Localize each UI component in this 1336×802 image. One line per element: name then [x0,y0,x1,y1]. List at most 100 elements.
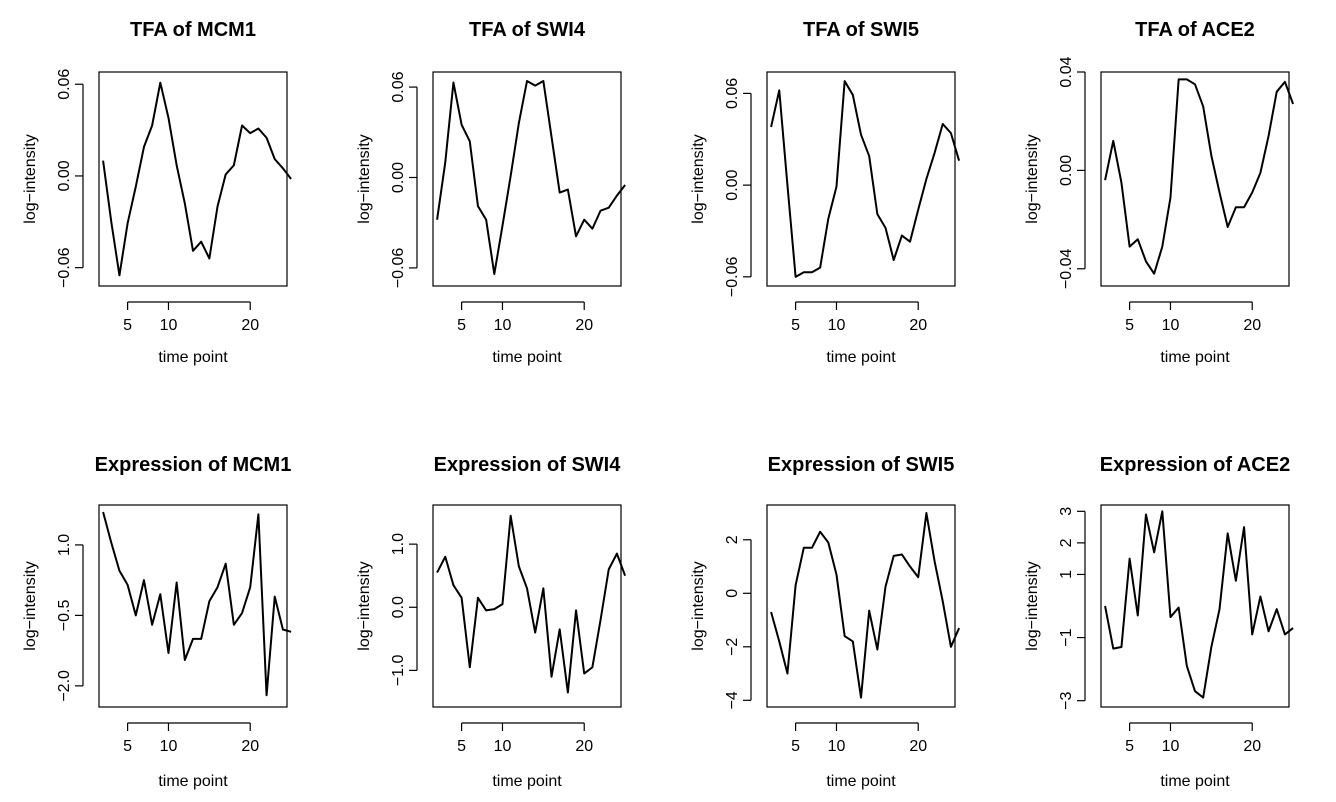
x-tick-label: 5 [123,317,132,334]
y-tick-label: −0.5 [56,600,73,632]
x-axis-label: time point [492,773,562,790]
y-axis-label: log−intensity [690,134,707,223]
chart-panel: TFA of SWI4 time point log−intensity 5 10 20 −… [356,19,626,366]
y-tick-label: 1.0 [56,534,73,556]
y-tick-label: 0.06 [56,69,73,100]
plot-frame [432,71,622,287]
y-tick-label: 0.06 [390,71,407,102]
x-axis-label: time point [1160,349,1230,366]
x-tick-label: 5 [457,738,466,755]
series-line [436,80,626,275]
chart-panel: Expression of SWI5 time point log−intensit… [690,454,961,790]
y-axis-label: log−intensity [690,561,707,650]
series-line [102,81,292,277]
y-tick-label: −0.06 [56,247,73,288]
x-tick-label: 20 [575,317,593,334]
x-axis-label: time point [1160,773,1230,790]
y-tick-label: 0.04 [1058,56,1075,87]
x-tick-label: 10 [1162,317,1180,334]
chart-panel: Expression of SWI4 time point log−intensit… [356,454,627,790]
chart-title: TFA of SWI5 [803,19,919,41]
y-tick-label: 0.00 [1058,155,1075,186]
y-tick-label: −0.06 [724,256,741,297]
series-line [770,80,961,278]
y-axis-label: log−intensity [22,561,39,650]
y-tick-label: −0.06 [390,248,407,289]
plot-frame [98,504,288,708]
plot-frame [766,71,956,287]
x-tick-label: 5 [791,317,800,334]
chart-panel: TFA of ACE2 time point log−intensity 5 10 20 −… [1024,19,1295,366]
chart-title: TFA of ACE2 [1135,19,1255,41]
plot-frame [432,504,622,708]
plot-frame [1100,504,1290,708]
y-axis-label: log−intensity [356,561,373,650]
series-line [1104,78,1295,275]
y-tick-label: 1 [1058,570,1075,579]
y-tick-label: 0.00 [390,162,407,193]
x-axis-label: time point [826,349,896,366]
y-tick-label: −2.0 [56,670,73,702]
series-line [1104,510,1294,699]
x-tick-label: 20 [1243,317,1261,334]
y-tick-label: 0 [724,589,741,598]
x-tick-label: 10 [828,317,846,334]
y-axis-label: log−intensity [22,134,39,223]
x-tick-label: 20 [909,317,927,334]
x-tick-label: 20 [241,738,259,755]
chart-panel: Expression of ACE2 time point log−intensit… [1024,454,1294,790]
chart-title: TFA of SWI4 [469,19,586,41]
y-tick-label: 3 [1058,507,1075,516]
x-tick-label: 10 [494,738,512,755]
x-axis-label: time point [492,349,562,366]
chart-title: Expression of MCM1 [95,454,292,476]
plot-frame [766,504,956,708]
x-tick-label: 20 [575,738,593,755]
series-line [102,511,292,697]
y-tick-label: −1 [1058,628,1075,646]
x-tick-label: 10 [494,317,512,334]
y-tick-label: 0.00 [724,169,741,200]
plot-frame [98,71,288,287]
y-axis-label: log−intensity [356,134,373,223]
x-tick-label: 5 [123,738,132,755]
y-tick-label: −0.04 [1058,248,1075,289]
x-tick-label: 10 [828,738,846,755]
y-tick-label: −1.0 [390,654,407,686]
chart-title: Expression of SWI5 [768,454,955,476]
x-tick-label: 5 [1125,738,1134,755]
y-tick-label: 0.06 [724,78,741,109]
y-axis-label: log−intensity [1024,561,1041,650]
chart-panel: TFA of SWI5 time point log−intensity 5 10 20 −… [690,19,961,366]
x-tick-label: 5 [791,738,800,755]
y-tick-label: 0.0 [390,596,407,618]
y-tick-label: 1.0 [390,533,407,555]
series-line [770,512,961,699]
y-tick-label: 2 [724,535,741,544]
plot-frame [1100,71,1290,287]
chart-title: Expression of SWI4 [434,454,622,476]
x-tick-label: 10 [160,738,178,755]
x-tick-label: 10 [1162,738,1180,755]
y-tick-label: −2 [724,638,741,656]
x-tick-label: 20 [1243,738,1261,755]
x-tick-label: 20 [909,738,927,755]
chart-title: TFA of MCM1 [130,19,256,41]
x-axis-label: time point [158,349,228,366]
x-axis-label: time point [158,773,228,790]
y-tick-label: 2 [1058,538,1075,547]
chart-panel: Expression of MCM1 time point log−intensit… [22,454,292,790]
series-line [436,514,627,694]
x-tick-label: 20 [241,317,259,334]
y-tick-label: −3 [1058,691,1075,709]
chart-title: Expression of ACE2 [1100,454,1290,476]
y-tick-label: −4 [724,691,741,709]
chart-panel: TFA of MCM1 time point log−intensity 5 10 20 −… [22,19,292,366]
x-tick-label: 5 [457,317,466,334]
y-axis-label: log−intensity [1024,134,1041,223]
y-tick-label: 0.00 [56,160,73,191]
x-axis-label: time point [826,773,896,790]
x-tick-label: 10 [160,317,178,334]
x-tick-label: 5 [1125,317,1134,334]
